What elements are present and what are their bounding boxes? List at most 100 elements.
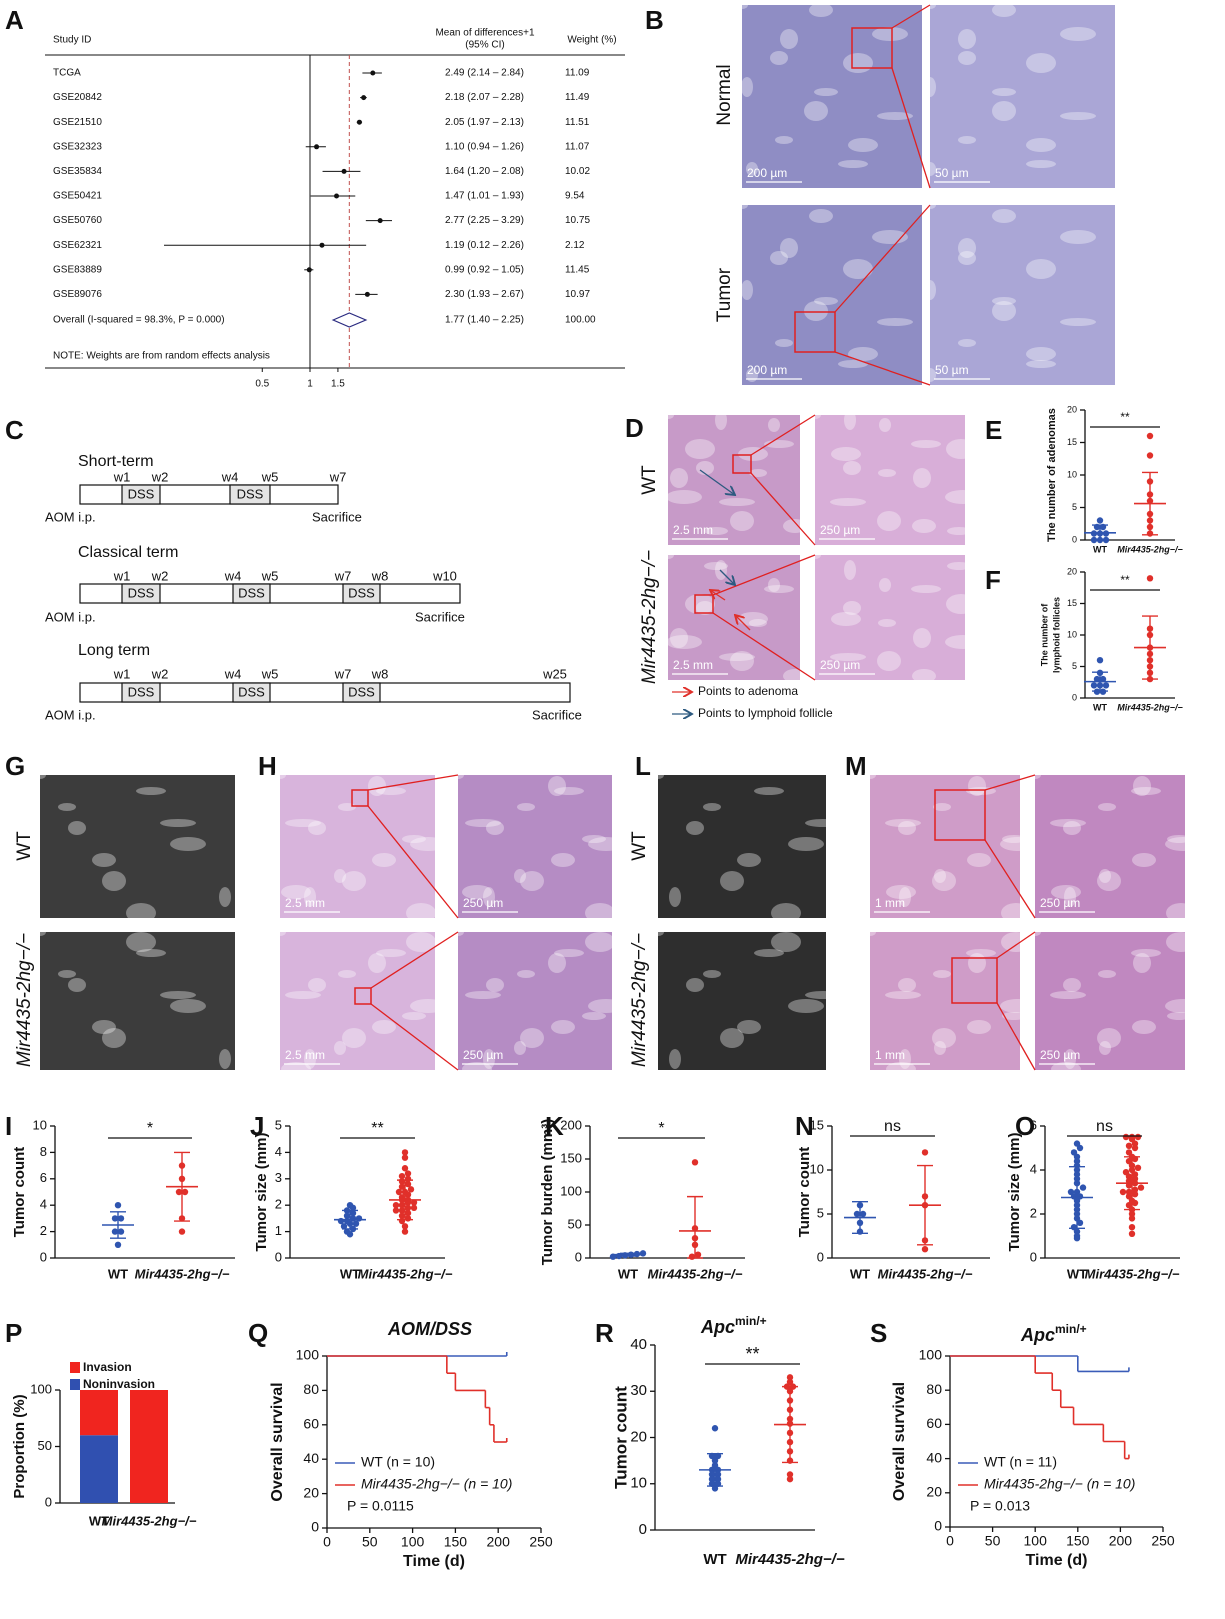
chart-title-sup: min/+: [1055, 1322, 1087, 1336]
image-texture: [1001, 932, 1031, 952]
image-texture: [1060, 318, 1096, 326]
bar-segment: [130, 1390, 168, 1503]
row-label: Mir4435-2hg−/−: [629, 933, 650, 1067]
data-point: [1093, 675, 1101, 683]
row-label: WT: [629, 831, 650, 861]
image-texture: [771, 932, 801, 952]
image-texture: [783, 669, 807, 683]
arrow: [735, 615, 751, 631]
image-texture: [754, 787, 784, 795]
y-tick-label: 20: [926, 1484, 942, 1500]
image-texture: [483, 887, 495, 907]
image-texture: [958, 51, 976, 65]
weight: 10.02: [565, 166, 590, 177]
start-label: AOM i.p.: [45, 509, 96, 524]
panel-label: D: [625, 413, 644, 443]
image: [658, 932, 826, 1070]
image-texture: [585, 932, 615, 952]
image-texture: [946, 594, 976, 614]
image-texture: [126, 932, 156, 952]
image-texture: [92, 853, 116, 867]
image: [1035, 932, 1185, 1070]
panel-label: J: [250, 1111, 264, 1141]
data-point: [711, 1425, 719, 1432]
zoom-line: [750, 414, 816, 456]
data-point: [181, 1188, 189, 1196]
legend-label: Mir4435-2hg−/− (n = 10): [361, 1476, 512, 1492]
panel-label: S: [870, 1318, 887, 1348]
data-point: [1125, 1142, 1133, 1150]
image: [280, 932, 435, 1070]
image-texture: [410, 837, 446, 851]
scale-bar-label: 2.5 mm: [673, 523, 713, 537]
week-label: w7: [334, 568, 352, 583]
week-label: w2: [151, 666, 169, 681]
image-texture: [1097, 1028, 1121, 1048]
data-point: [859, 1210, 867, 1218]
image-texture: [1050, 819, 1086, 827]
image-texture: [843, 461, 861, 475]
x-tick-label: WT: [1093, 702, 1107, 712]
image-texture: [730, 511, 754, 531]
x-tick-label: Mir4435-2hg−/−: [1117, 702, 1183, 712]
x-tick-label: WT: [703, 1551, 726, 1568]
dss-label: DSS: [238, 684, 265, 699]
image-texture: [780, 29, 798, 49]
y-tick-label: 4: [1030, 1161, 1037, 1176]
panel-label: K: [545, 1111, 564, 1141]
header: Weight (%): [567, 35, 616, 46]
image-texture: [924, 77, 936, 97]
image-texture: [924, 368, 936, 382]
dss-label: DSS: [128, 585, 155, 600]
data-point: [114, 1241, 122, 1249]
image-texture: [402, 835, 426, 843]
data-point: [708, 1480, 716, 1487]
image: [1035, 775, 1185, 918]
y-tick-label: 40: [926, 1449, 942, 1465]
overall-label: Overall (I-squared = 98.3%, P = 0.000): [53, 315, 225, 326]
x-tick-label: 50: [362, 1534, 378, 1550]
weight: 11.07: [565, 141, 590, 152]
image-texture: [410, 999, 446, 1013]
y-tick-label: 30: [630, 1382, 647, 1399]
scale-bar-label: 250 µm: [463, 896, 503, 910]
image-texture: [809, 209, 833, 223]
week-label: w5: [261, 469, 279, 484]
image-texture: [838, 160, 868, 168]
ci-label: 2.05 (1.97 – 2.13): [445, 117, 524, 128]
image-texture: [1167, 1012, 1191, 1020]
image-texture: [281, 885, 311, 899]
y-tick-label: 3: [275, 1170, 282, 1185]
x-tick-label: 50: [985, 1533, 1001, 1549]
x-tick-label: Mir4435-2hg−/−: [1085, 1266, 1180, 1281]
x-tick-label: Mir4435-2hg−/−: [135, 1266, 230, 1281]
chart-title: Apc: [700, 1317, 735, 1337]
data-point: [117, 1228, 125, 1235]
data-point: [349, 1209, 357, 1217]
image-texture: [1165, 999, 1201, 1013]
y-tick-label: 0: [639, 1521, 647, 1538]
image-texture: [1050, 991, 1086, 999]
scale-bar-label: 2.5 mm: [285, 896, 325, 910]
scale-bar-label: 250 µm: [1040, 896, 1080, 910]
image-texture: [703, 970, 721, 978]
header: (95% CI): [465, 40, 504, 51]
image-texture: [898, 978, 916, 992]
image-texture: [844, 560, 856, 580]
image-texture: [1060, 27, 1096, 41]
legend-label: WT (n = 10): [361, 1454, 435, 1470]
image-texture: [932, 871, 956, 891]
zoom-line: [996, 1002, 1036, 1071]
image-texture: [933, 970, 951, 978]
image-texture: [588, 837, 624, 851]
image-texture: [885, 991, 921, 999]
data-point: [1128, 1224, 1136, 1231]
image-texture: [1026, 259, 1056, 279]
x-tick-label: 1.5: [331, 379, 345, 390]
image-texture: [967, 853, 991, 867]
row-label: Mir4435-2hg−/−: [639, 550, 660, 684]
image-texture: [338, 970, 356, 978]
p-value: P = 0.013: [970, 1498, 1030, 1514]
panel-label: H: [258, 751, 277, 781]
significance-label: **: [1120, 573, 1130, 587]
